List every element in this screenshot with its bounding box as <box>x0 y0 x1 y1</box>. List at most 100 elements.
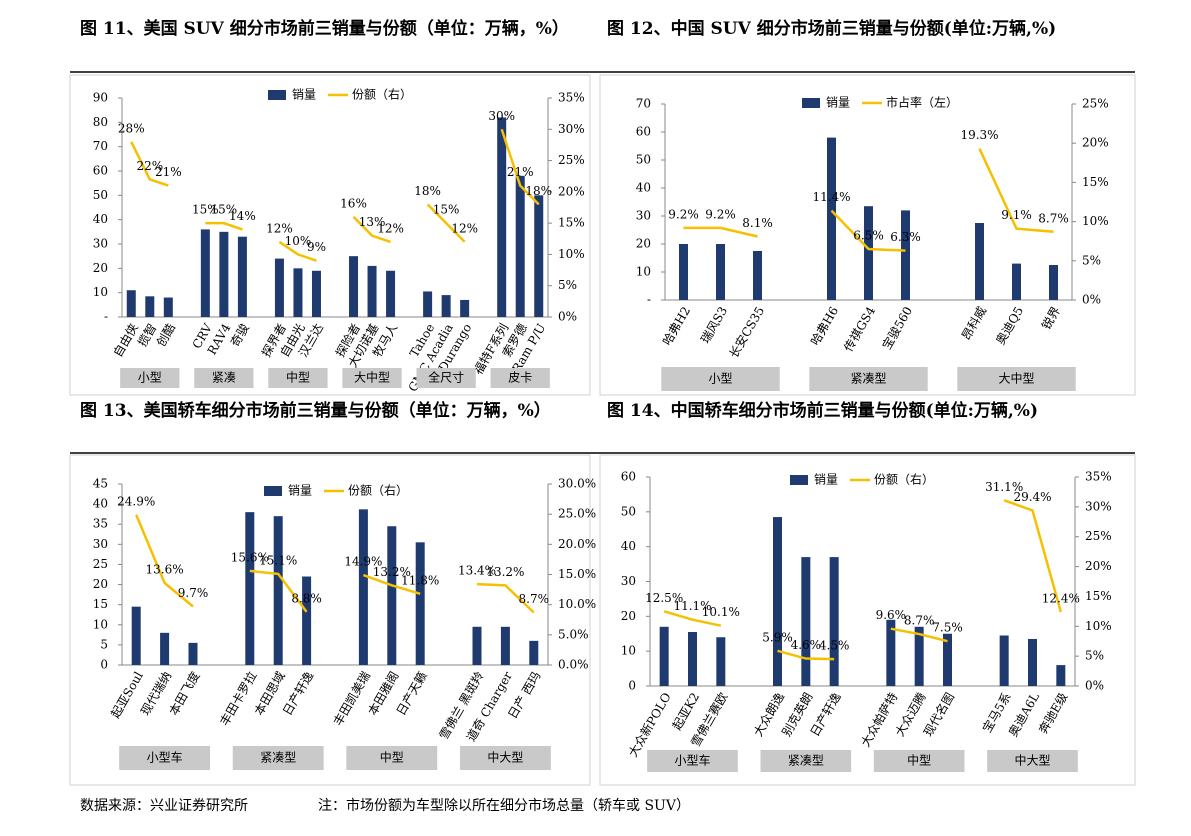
data-label: 18% <box>525 184 552 198</box>
data-label: 24.9% <box>117 494 155 508</box>
line <box>1003 499 1063 613</box>
x-tick-label: 丰田卡罗拉 <box>216 669 259 728</box>
data-label: 8.1% <box>742 216 773 230</box>
group-box <box>416 368 476 388</box>
y-tick-label: 20 <box>621 609 636 623</box>
y2-tick-label: 0% <box>558 310 577 324</box>
group-label: 小型车 <box>674 753 710 768</box>
chart-title: 图 13、美国轿车细分市场前三销量与份额（单位：万辆，%） <box>80 401 551 421</box>
legend-swatch <box>802 98 820 108</box>
chart-frame <box>69 454 591 786</box>
legend-label: 销量 <box>814 473 838 487</box>
y2-tick-label: 35% <box>1085 470 1112 484</box>
data-label: 12% <box>451 221 478 235</box>
y2-tick-label: 0% <box>1082 293 1101 307</box>
legend-label: 份额（右） <box>352 87 412 102</box>
bar <box>126 290 136 317</box>
group-box <box>873 750 965 772</box>
bar <box>145 296 155 317</box>
y-tick-label: 90 <box>93 91 108 105</box>
data-label: 15.1% <box>259 553 297 567</box>
y2-tick-label: 30% <box>558 122 585 136</box>
group-label: 皮卡 <box>508 371 532 385</box>
y-tick-label: 70 <box>93 139 108 153</box>
bar <box>534 195 544 317</box>
data-label: 9.2% <box>668 207 699 221</box>
line <box>130 141 169 187</box>
group-label: 中型 <box>286 370 310 385</box>
note: 注：市场份额为车型除以所在细分市场总量（轿车或 SUV） <box>318 798 690 814</box>
y-tick-label: 45 <box>93 477 108 491</box>
data-label: 4.6% <box>791 638 822 652</box>
y-tick-label: 60 <box>621 470 636 484</box>
bar <box>864 206 873 300</box>
group-label: 大中型 <box>354 370 390 385</box>
line <box>663 610 722 627</box>
group-label: 紧凑型 <box>788 754 824 768</box>
group-label: 紧凑 <box>212 371 236 385</box>
y-tick-label: 80 <box>93 115 108 129</box>
legend-label: 份额（右） <box>874 472 934 487</box>
group-box <box>119 746 211 770</box>
y2-tick-label: 15% <box>1085 589 1112 603</box>
chart-frame <box>599 454 1136 786</box>
x-tick-label: 大众帕萨特 <box>857 690 900 749</box>
group-box <box>809 367 928 391</box>
bar <box>529 640 539 665</box>
y-tick-label: 10 <box>621 644 636 658</box>
bar <box>1049 265 1058 300</box>
x-tick-label: 揽智 <box>134 321 159 349</box>
bar <box>1028 638 1037 686</box>
data-label: 31.1% <box>985 480 1023 494</box>
y2-tick-label: 30.0% <box>558 477 596 491</box>
y-tick-label: 40 <box>621 539 636 553</box>
y-tick-label: 40 <box>93 212 108 226</box>
y2-tick-label: 25% <box>1082 97 1109 111</box>
bar <box>163 297 173 317</box>
data-label: 15.6% <box>231 550 269 564</box>
group-label: 小型 <box>708 372 732 386</box>
bar <box>358 509 368 665</box>
group-box <box>987 750 1078 772</box>
x-tick-label: 长安CS35 <box>726 304 767 361</box>
y-tick-label: 50 <box>93 188 108 202</box>
bar <box>515 175 525 317</box>
y2-tick-label: 15% <box>558 216 585 230</box>
data-label: 28% <box>118 121 145 135</box>
data-label: 18% <box>414 184 441 198</box>
bar <box>773 517 782 686</box>
group-label: 全尺寸 <box>428 370 464 385</box>
data-label: 6.5% <box>853 229 884 243</box>
bar <box>460 299 470 317</box>
bar <box>497 117 507 317</box>
bar <box>293 268 303 317</box>
data-label: 29.4% <box>1013 490 1051 504</box>
y-tick-label: 35 <box>93 517 108 531</box>
y-tick-label: 20 <box>93 577 108 591</box>
y2-tick-label: 15.0% <box>558 567 596 581</box>
y2-tick-label: 0% <box>1085 679 1104 693</box>
y2-tick-label: 20% <box>1085 559 1112 573</box>
data-label: 12.5% <box>645 591 683 605</box>
bar <box>688 632 697 686</box>
y2-tick-label: 5% <box>558 278 577 292</box>
bar <box>827 137 836 300</box>
bar <box>943 633 952 686</box>
bar <box>441 295 451 317</box>
data-label: 8.7% <box>519 592 550 606</box>
x-tick-label: 创酷 <box>154 321 178 349</box>
data-label: 8.7% <box>1038 211 1069 225</box>
legend-swatch <box>790 475 808 485</box>
data-label: 13.2% <box>373 565 411 579</box>
y2-tick-label: 10% <box>558 247 585 261</box>
y2-tick-label: 25% <box>558 153 585 167</box>
legend-label: 销量 <box>292 88 316 102</box>
bar <box>160 632 170 665</box>
bar <box>1056 665 1066 686</box>
y-tick-label: 60 <box>93 164 108 178</box>
data-label: 5.9% <box>762 630 793 644</box>
data-label: 10% <box>285 234 312 248</box>
data-label: 16% <box>340 196 367 210</box>
